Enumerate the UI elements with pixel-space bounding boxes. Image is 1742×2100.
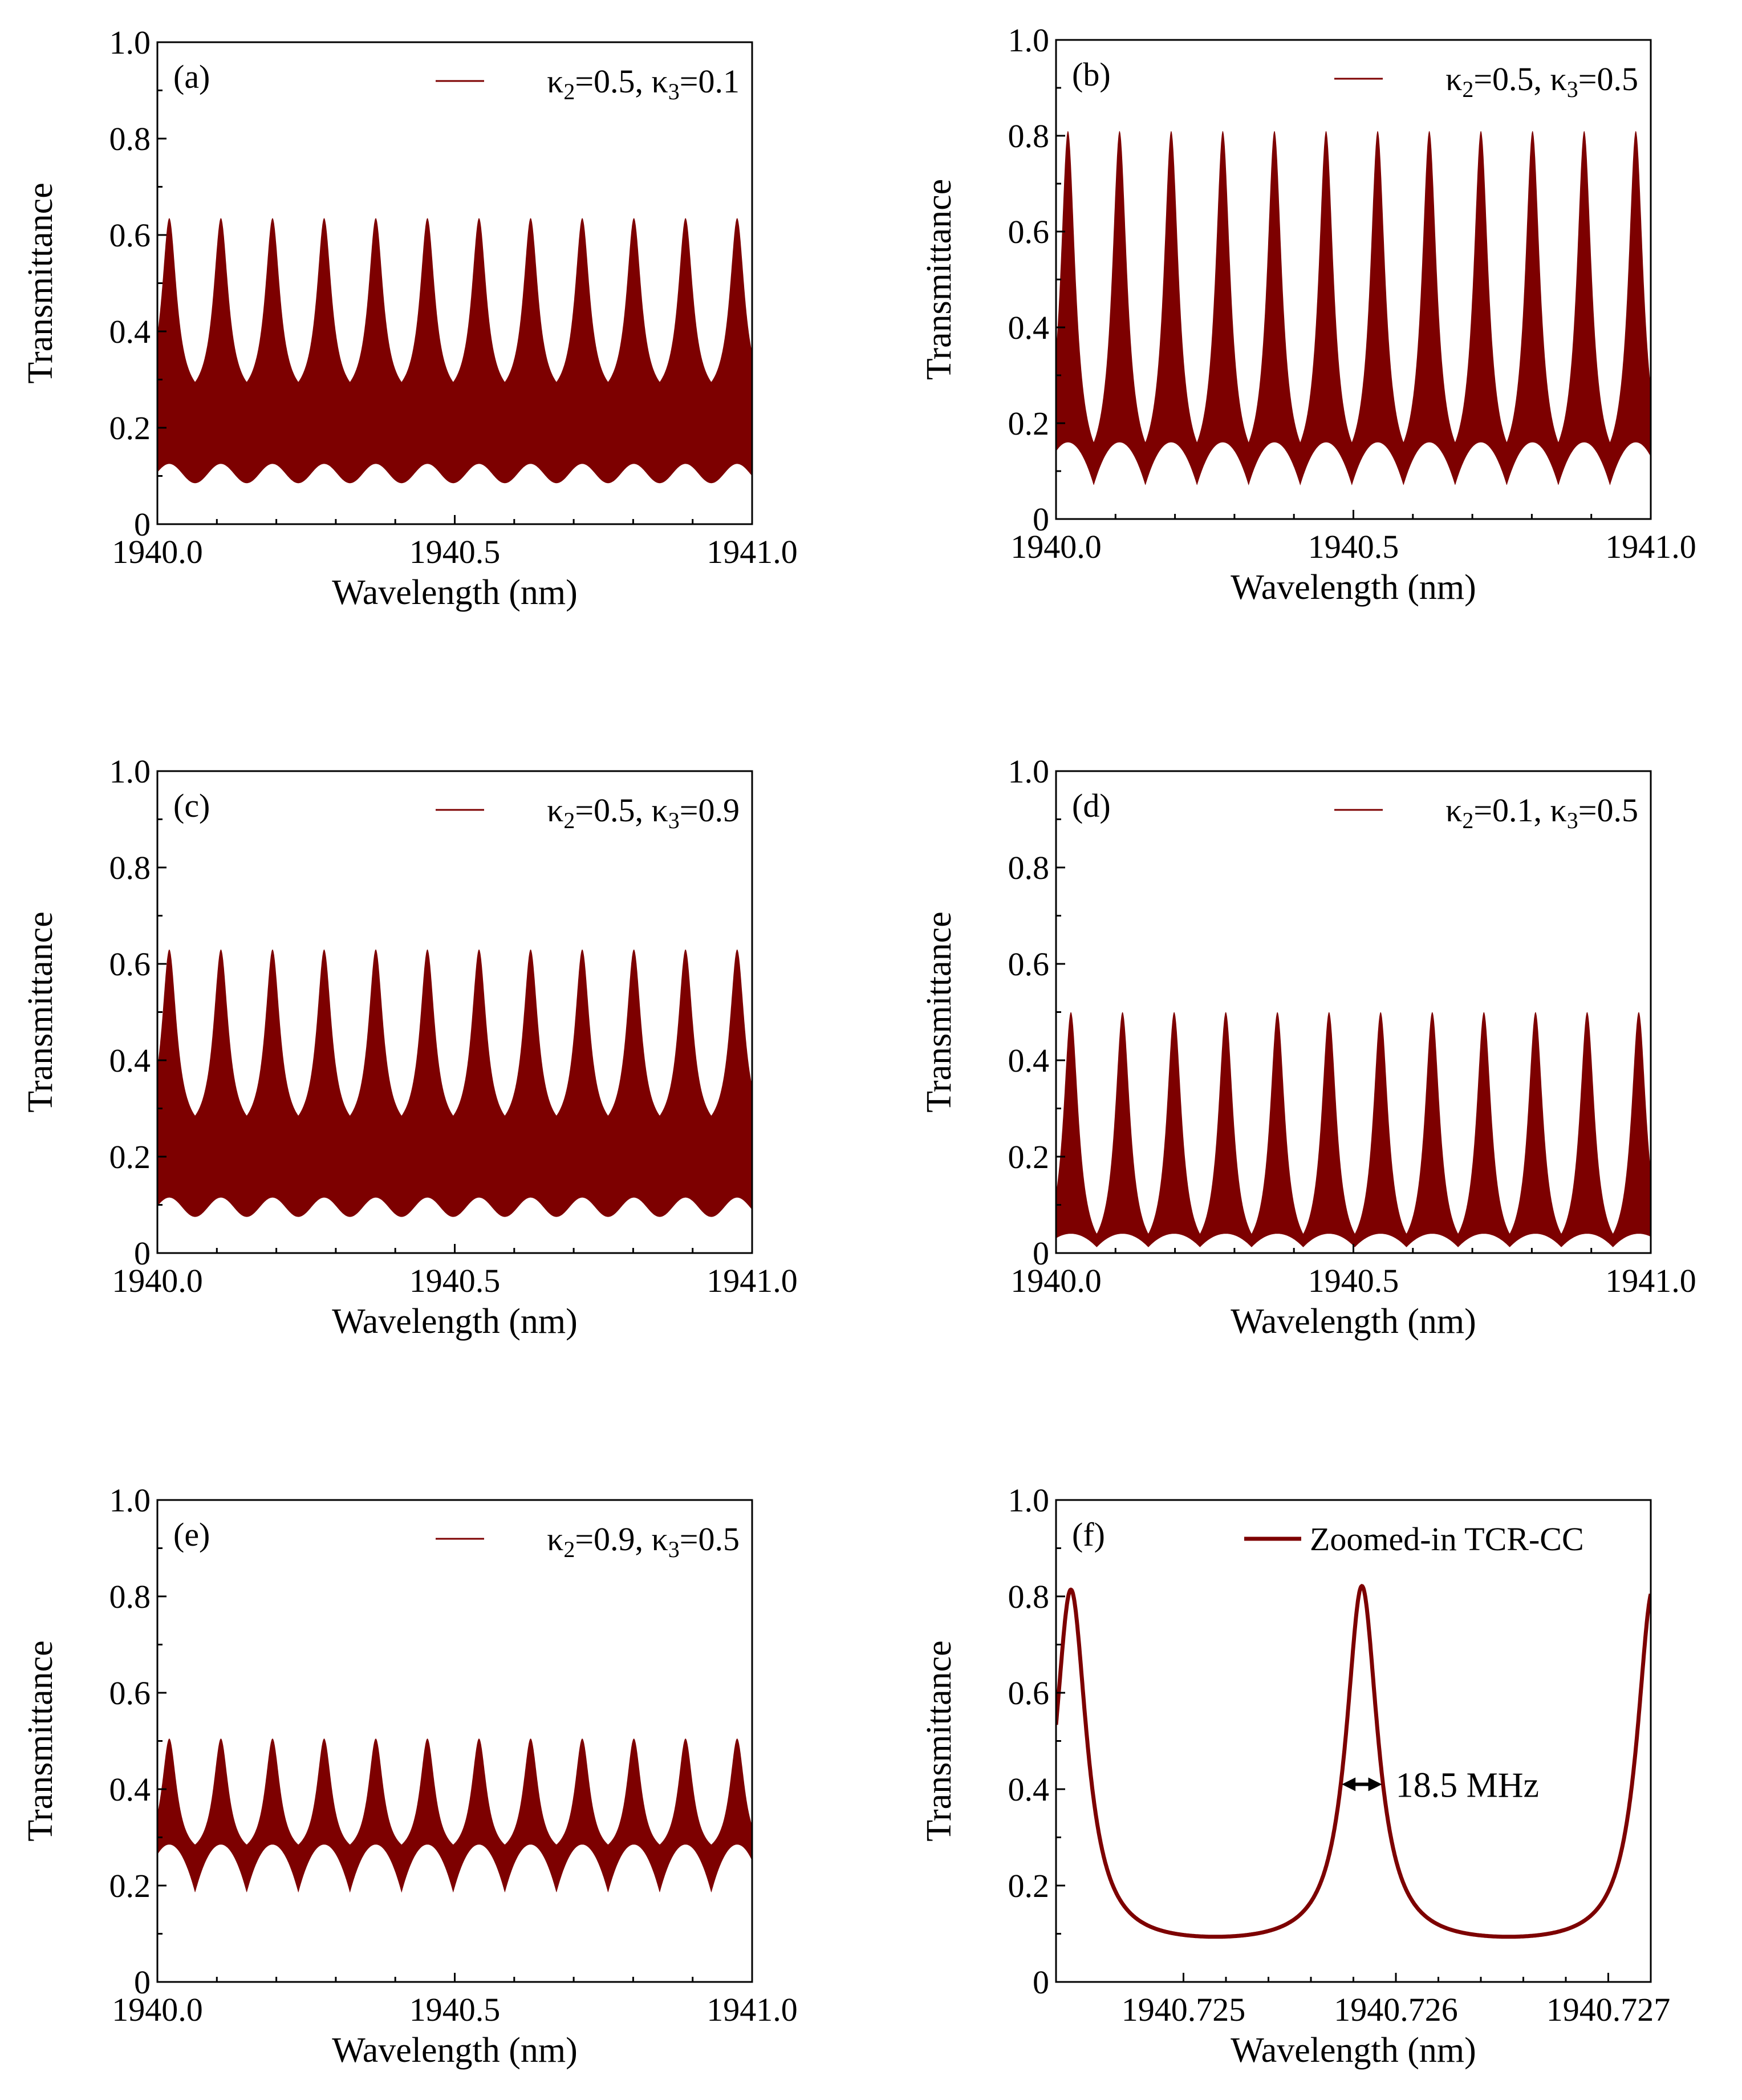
x-tick-label: 1940.0 xyxy=(1010,1262,1102,1299)
y-tick-label: 0.2 xyxy=(109,410,151,447)
y-tick-label: 0.6 xyxy=(1008,213,1050,250)
panel-f: 0 0.2 0.4 0.6 0.8 1.0 1940.725 1940.726 1940.727… xyxy=(920,1482,1670,2070)
y-tick-label: 0.8 xyxy=(109,849,151,886)
x-axis-label: Wavelength (nm) xyxy=(332,2031,578,2070)
x-axis-label: Wavelength (nm) xyxy=(1231,1302,1476,1341)
legend-label: κ2=0.5, κ3=0.9 xyxy=(547,792,740,833)
y-tick-label: 0.6 xyxy=(109,946,151,983)
panel-label: (a) xyxy=(173,58,210,95)
x-tick-label: 1941.0 xyxy=(706,533,798,570)
y-tick-label: 0.4 xyxy=(109,1771,151,1808)
arrow-head xyxy=(1342,1777,1356,1791)
y-axis-label: Transmittance xyxy=(920,1640,959,1841)
y-tick-label: 0.4 xyxy=(109,313,151,350)
y-tick-label: 0.6 xyxy=(1008,946,1050,983)
y-tick-label: 0.8 xyxy=(1008,1578,1050,1615)
y-tick-label: 1.0 xyxy=(1008,753,1050,790)
x-tick-label: 1940.5 xyxy=(1308,528,1399,565)
panel-label: (f) xyxy=(1072,1516,1105,1553)
arrow-head xyxy=(1368,1777,1382,1791)
legend-label: κ2=0.1, κ3=0.5 xyxy=(1445,792,1638,833)
x-axis-label: Wavelength (nm) xyxy=(332,1302,578,1341)
plot-frame xyxy=(1055,1499,1652,1983)
y-tick-label: 0.2 xyxy=(1008,1138,1050,1175)
panel-label: (c) xyxy=(173,787,210,824)
y-axis-label: Transmittance xyxy=(21,1640,60,1841)
series-fill-3 xyxy=(157,949,752,1217)
x-tick-label: 1940.0 xyxy=(112,1991,203,2028)
y-tick-label: 0.4 xyxy=(109,1042,151,1079)
series-fill-1 xyxy=(157,218,752,484)
y-tick-label: 1.0 xyxy=(109,1482,151,1519)
legend-label: Zoomed-in TCR-CC xyxy=(1310,1521,1584,1558)
x-tick-label: 1941.0 xyxy=(1605,528,1696,565)
x-tick-label: 1940.5 xyxy=(409,1991,501,2028)
x-axis-label: Wavelength (nm) xyxy=(1231,568,1476,607)
x-tick-label: 1941.0 xyxy=(706,1991,798,2028)
y-tick-label: 0 xyxy=(134,1964,151,2001)
y-tick-label: 0.6 xyxy=(109,217,151,254)
panel-label: (e) xyxy=(173,1516,210,1553)
y-tick-label: 0.4 xyxy=(1008,1771,1050,1808)
legend-label: κ2=0.9, κ3=0.5 xyxy=(547,1521,740,1562)
x-tick-label: 1940.5 xyxy=(409,533,501,570)
x-tick-label: 1940.0 xyxy=(112,533,203,570)
x-axis-label: Wavelength (nm) xyxy=(332,573,578,612)
series-fill-4 xyxy=(1056,1012,1651,1247)
x-tick-label: 1940.726 xyxy=(1334,1991,1458,2028)
panel-b: 0 0.2 0.4 0.6 0.8 1.0 1940.0 1940.5 1941.0 Wavele… xyxy=(920,22,1696,607)
x-tick-label: 1940.0 xyxy=(1010,528,1102,565)
panel-d: 0 0.2 0.4 0.6 0.8 1.0 1940.0 1940.5 1941.0 Wavele… xyxy=(920,753,1696,1341)
y-tick-label: 1.0 xyxy=(1008,1482,1050,1519)
plot-frame xyxy=(1055,770,1652,1254)
y-tick-label: 1.0 xyxy=(109,24,151,61)
y-tick-label: 0 xyxy=(134,1235,151,1272)
plot-frame xyxy=(156,1499,753,1983)
x-tick-label: 1940.727 xyxy=(1546,1991,1671,2028)
panel-e: 0 0.2 0.4 0.6 0.8 1.0 1940.0 1940.5 1941.0 Wavele… xyxy=(21,1482,798,2070)
y-tick-label: 0.6 xyxy=(109,1675,151,1712)
y-tick-label: 1.0 xyxy=(109,753,151,790)
y-tick-label: 0.2 xyxy=(109,1138,151,1175)
panel-c: 0 0.2 0.4 0.6 0.8 1.0 1940.0 1940.5 1941.0 Wavele… xyxy=(21,753,798,1341)
panel-label: (d) xyxy=(1072,787,1111,824)
series-fill-5 xyxy=(157,1738,752,1893)
series-fill-2 xyxy=(1056,131,1651,486)
y-tick-label: 0.4 xyxy=(1008,1042,1050,1079)
y-tick-label: 0.8 xyxy=(109,1578,151,1615)
x-tick-label: 1940.0 xyxy=(112,1262,203,1299)
y-tick-label: 0.8 xyxy=(109,120,151,157)
x-tick-label: 1940.5 xyxy=(409,1262,501,1299)
x-tick-label: 1940.5 xyxy=(1308,1262,1399,1299)
y-tick-label: 0 xyxy=(1033,1235,1049,1272)
y-tick-label: 0.6 xyxy=(1008,1675,1050,1712)
y-axis-label: Transmittance xyxy=(920,179,959,380)
x-tick-label: 1941.0 xyxy=(1605,1262,1696,1299)
y-tick-label: 0.4 xyxy=(1008,309,1050,346)
x-tick-label: 1940.725 xyxy=(1122,1991,1246,2028)
y-tick-label: 0.2 xyxy=(1008,405,1050,442)
y-axis-label: Transmittance xyxy=(21,911,60,1112)
legend-label: κ2=0.5, κ3=0.5 xyxy=(1445,60,1638,102)
fwhm-annotation: 18.5 MHz xyxy=(1396,1766,1539,1805)
y-tick-label: 0.8 xyxy=(1008,849,1050,886)
x-axis-label: Wavelength (nm) xyxy=(1231,2031,1476,2070)
y-tick-label: 0.2 xyxy=(109,1867,151,1904)
y-tick-label: 0 xyxy=(1033,1964,1049,2001)
y-axis-label: Transmittance xyxy=(21,183,60,383)
y-tick-label: 0 xyxy=(134,506,151,543)
x-tick-label: 1941.0 xyxy=(706,1262,798,1299)
y-tick-label: 0.8 xyxy=(1008,117,1050,155)
y-tick-label: 0.2 xyxy=(1008,1867,1050,1904)
y-tick-label: 0 xyxy=(1033,501,1049,538)
legend-label: κ2=0.5, κ3=0.1 xyxy=(547,63,740,104)
panel-label: (b) xyxy=(1072,56,1111,93)
y-axis-label: Transmittance xyxy=(920,911,959,1112)
series-line-6 xyxy=(1056,1583,1651,1939)
panel-a: 0 0.2 0.4 0.6 0.8 1.0 1940.0 1940.5 1941.0 Wavele… xyxy=(21,24,798,612)
y-tick-label: 1.0 xyxy=(1008,22,1050,59)
